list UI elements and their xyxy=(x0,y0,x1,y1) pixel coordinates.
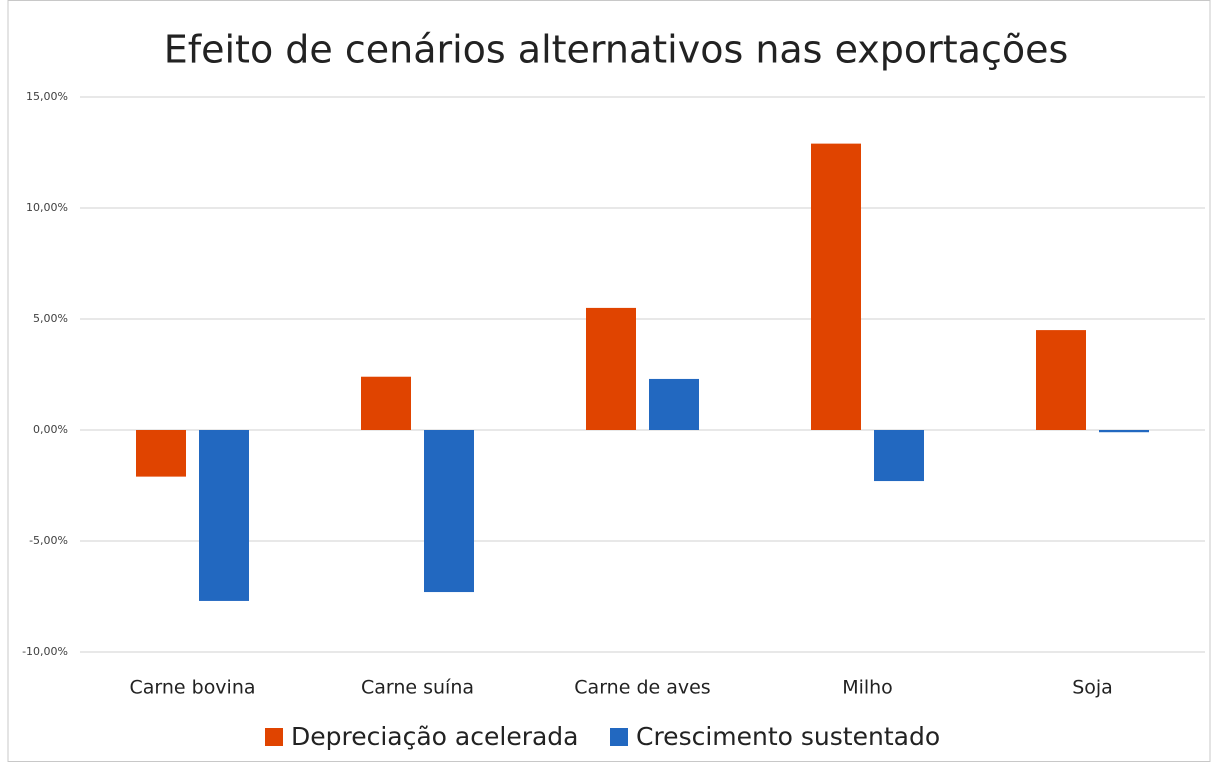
chart-title: Efeito de cenários alternativos nas expo… xyxy=(164,28,1069,72)
x-tick-label: Carne bovina xyxy=(129,677,255,699)
x-tick-label: Milho xyxy=(842,677,893,699)
legend-label: Depreciação acelerada xyxy=(291,722,579,751)
x-tick-label: Carne suína xyxy=(361,677,474,699)
bar xyxy=(136,430,186,477)
bar xyxy=(1036,330,1086,430)
bar xyxy=(199,430,249,601)
x-tick-label: Soja xyxy=(1072,677,1113,699)
bar xyxy=(811,143,861,430)
bar xyxy=(424,430,474,593)
legend-swatch xyxy=(610,728,628,746)
legend-swatch xyxy=(265,728,283,746)
y-tick-label: -10,00% xyxy=(22,645,68,658)
bar xyxy=(649,378,699,430)
y-tick-label: 10,00% xyxy=(26,201,68,214)
bar xyxy=(874,430,924,482)
bar xyxy=(586,307,636,430)
y-tick-label: 5,00% xyxy=(33,312,68,325)
x-tick-label: Carne de aves xyxy=(574,677,710,699)
bar xyxy=(361,376,411,430)
y-tick-label: -5,00% xyxy=(29,534,68,547)
y-tick-label: 15,00% xyxy=(26,90,68,103)
y-tick-label: 0,00% xyxy=(33,423,68,436)
legend-label: Crescimento sustentado xyxy=(636,722,940,751)
bar xyxy=(1099,430,1149,433)
